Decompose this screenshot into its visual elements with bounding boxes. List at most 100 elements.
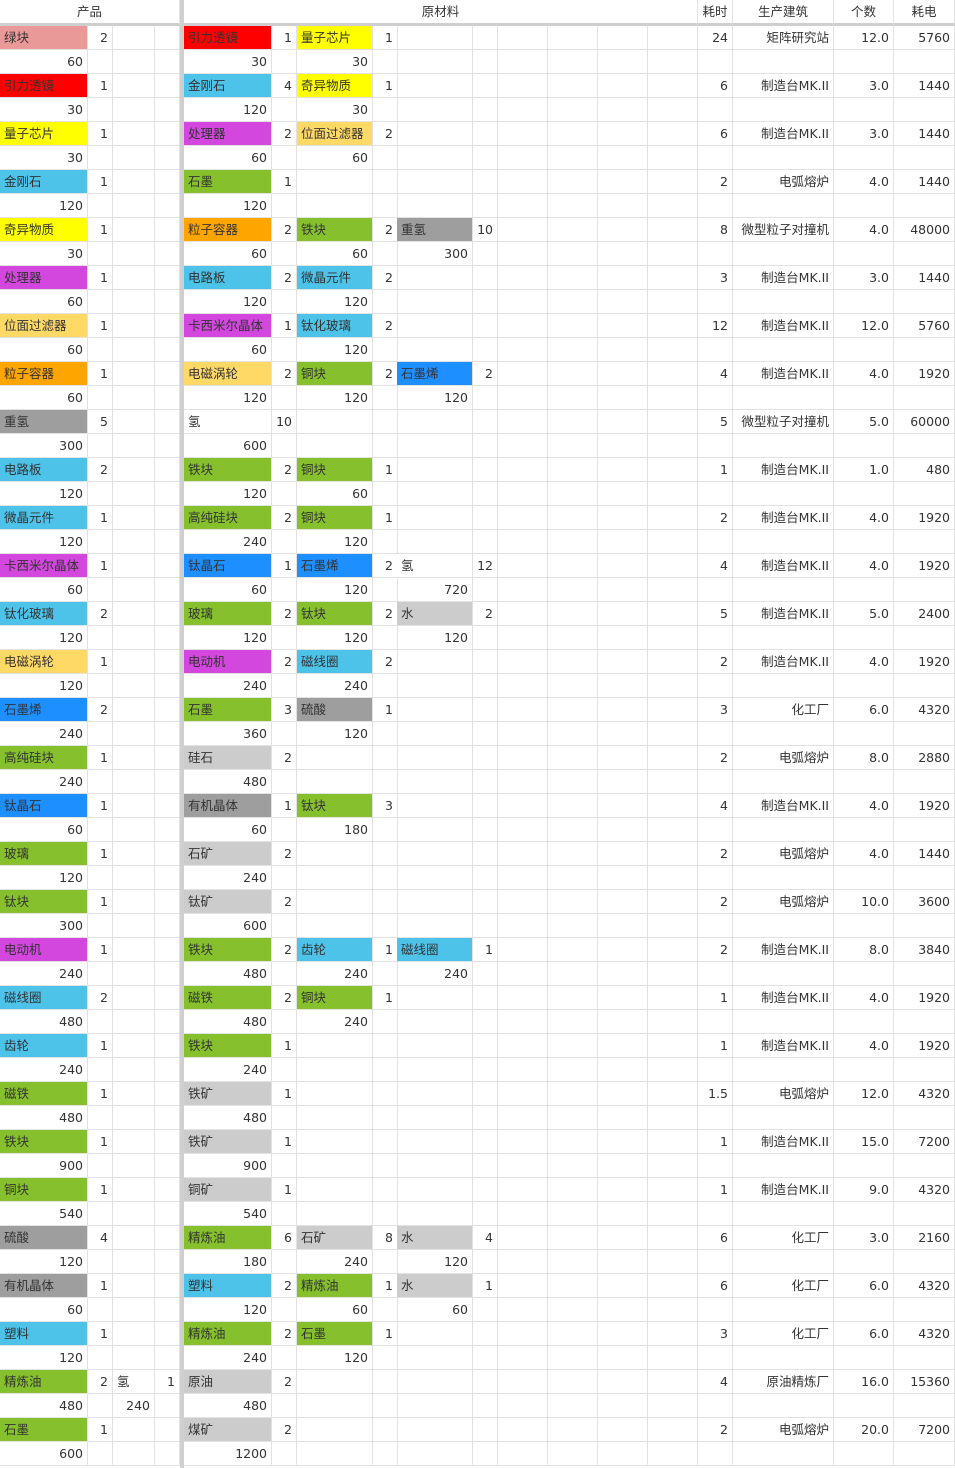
cell (733, 1346, 834, 1370)
cell (698, 770, 733, 794)
cell (894, 530, 955, 554)
cell (648, 458, 698, 482)
cell (113, 1346, 155, 1370)
cell (498, 26, 548, 50)
item-rate: 60 (0, 578, 88, 602)
cell (598, 26, 648, 50)
cell (373, 1178, 398, 1202)
machine-count: 20.0 (834, 1418, 894, 1442)
cell (373, 242, 398, 266)
power: 1920 (894, 986, 955, 1010)
building: 矩阵研究站 (733, 26, 834, 50)
cell (894, 1394, 955, 1418)
cell (598, 242, 648, 266)
material-name: 铁块 (184, 938, 272, 962)
header-cell: 耗电 (894, 0, 955, 26)
cell (498, 482, 548, 506)
material-count: 1 (373, 458, 398, 482)
cell (113, 1106, 155, 1130)
cell (834, 194, 894, 218)
cell (373, 1130, 398, 1154)
machine-count: 3.0 (834, 266, 894, 290)
cell (894, 866, 955, 890)
material-rate: 120 (297, 386, 373, 410)
cell (733, 482, 834, 506)
cell (297, 746, 373, 770)
item-name: 铁块 (0, 1130, 88, 1154)
cell (648, 1178, 698, 1202)
cell (834, 242, 894, 266)
machine-count: 12.0 (834, 314, 894, 338)
time: 2 (698, 506, 733, 530)
cell (598, 1178, 648, 1202)
material-name: 钛化玻璃 (297, 314, 373, 338)
machine-count: 8.0 (834, 938, 894, 962)
cell (373, 914, 398, 938)
building: 制造台MK.II (733, 938, 834, 962)
building: 微型粒子对撞机 (733, 410, 834, 434)
cell (733, 98, 834, 122)
cell (272, 1058, 297, 1082)
building: 制造台MK.II (733, 74, 834, 98)
cell (155, 98, 180, 122)
cell (373, 962, 398, 986)
material-rate: 120 (184, 626, 272, 650)
cell (88, 434, 113, 458)
cell (648, 746, 698, 770)
cell (648, 554, 698, 578)
machine-count: 3.0 (834, 122, 894, 146)
cell (598, 74, 648, 98)
time: 6 (698, 74, 733, 98)
cell (698, 1202, 733, 1226)
cell (648, 890, 698, 914)
cell (297, 770, 373, 794)
cell (113, 842, 155, 866)
material-count: 2 (272, 746, 297, 770)
cell (113, 1130, 155, 1154)
cell (473, 290, 498, 314)
cell (733, 338, 834, 362)
cell (834, 482, 894, 506)
material-count: 1 (272, 170, 297, 194)
cell (498, 1178, 548, 1202)
material-count: 1 (272, 1082, 297, 1106)
item-name: 有机晶体 (0, 1274, 88, 1298)
cell (473, 1346, 498, 1370)
cell (598, 218, 648, 242)
cell (648, 866, 698, 890)
material-name: 石墨 (184, 170, 272, 194)
time: 1.5 (698, 1082, 733, 1106)
cell (548, 1346, 598, 1370)
cell (548, 218, 598, 242)
cell (548, 1154, 598, 1178)
cell (698, 482, 733, 506)
cell (498, 1154, 548, 1178)
cell (473, 1394, 498, 1418)
cell (113, 122, 155, 146)
cell (834, 146, 894, 170)
material-count: 2 (272, 218, 297, 242)
cell (548, 1322, 598, 1346)
material-rate: 120 (184, 482, 272, 506)
item-rate: 120 (0, 482, 88, 506)
time: 6 (698, 122, 733, 146)
item-name: 硫酸 (0, 1226, 88, 1250)
item-name: 精炼油 (0, 1370, 88, 1394)
cell (373, 1202, 398, 1226)
cell (297, 1106, 373, 1130)
item-rate: 60 (0, 386, 88, 410)
time: 2 (698, 1418, 733, 1442)
cell (473, 146, 498, 170)
cell (894, 482, 955, 506)
cell (473, 1298, 498, 1322)
cell (894, 1298, 955, 1322)
item-rate: 900 (0, 1154, 88, 1178)
power: 2880 (894, 746, 955, 770)
cell (397, 1370, 473, 1394)
cell (698, 1010, 733, 1034)
cell (373, 1058, 398, 1082)
cell (733, 530, 834, 554)
cell (155, 1202, 180, 1226)
machine-count: 3.0 (834, 74, 894, 98)
machine-count: 4.0 (834, 506, 894, 530)
